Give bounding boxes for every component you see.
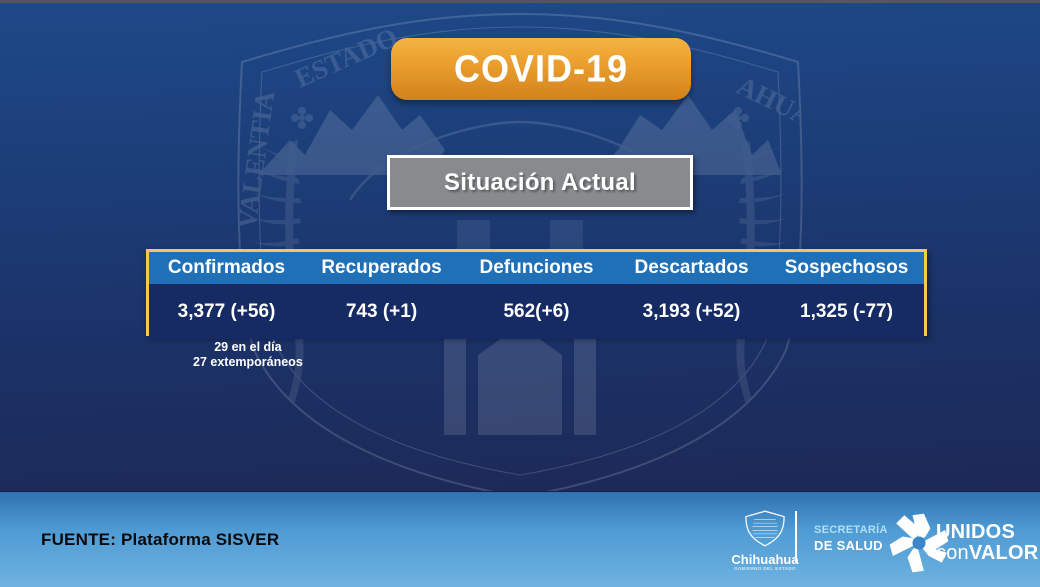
svg-text:ESTADO: ESTADO [290,22,402,94]
svg-text:AHUA: AHUA [732,70,817,132]
